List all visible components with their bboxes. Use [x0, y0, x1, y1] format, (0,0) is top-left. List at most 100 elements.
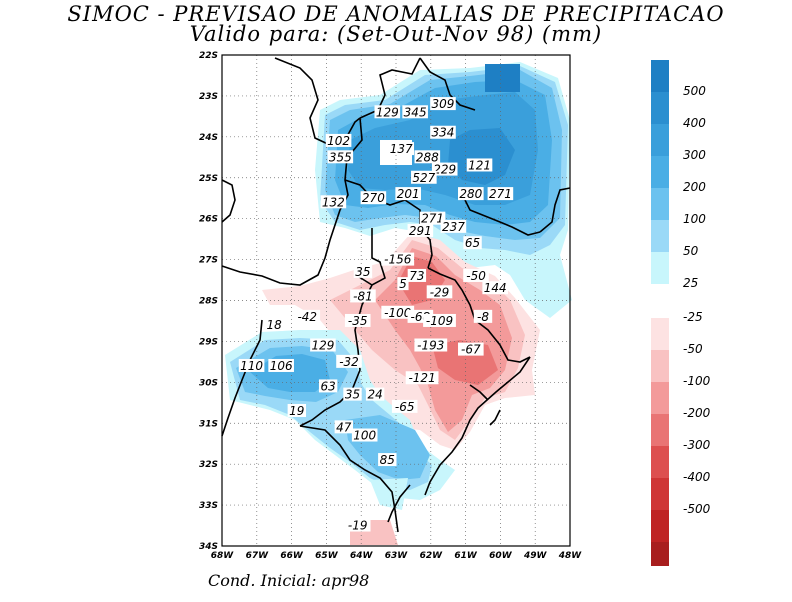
- contour-label-text: -81: [353, 289, 373, 303]
- axis-ticks: 68W 67W 66W 65W 64W 63W 62W 61W 60W 49W 48W 22S 23S 2…: [199, 51, 582, 561]
- contour-label-bg: [407, 223, 434, 237]
- legend-label: 50: [683, 244, 699, 258]
- contour-label-bg: [238, 358, 265, 372]
- contour-label-bg: [374, 105, 401, 119]
- lat-tick-label: 34S: [199, 542, 218, 552]
- contour-label-bg: [327, 150, 354, 164]
- contour-label-text: 201: [397, 187, 420, 201]
- contour-label-text: 5: [399, 277, 407, 291]
- contour-label-bg: [430, 125, 456, 139]
- contour-label-bg: [411, 170, 437, 184]
- contour-label: -156: [381, 252, 415, 267]
- contour-label-text: 144: [484, 281, 507, 295]
- contour-label-text: -32: [339, 355, 359, 369]
- border-line: [419, 57, 476, 111]
- contour-label-bg: [414, 150, 441, 164]
- contour-label-text: -100: [384, 306, 412, 320]
- contour-label-text: 527: [412, 171, 435, 185]
- contour-label-bg: [378, 453, 397, 467]
- legend-swatch: [651, 156, 669, 188]
- contour-label-text: -121: [408, 371, 435, 385]
- contour-label-text: 132: [322, 195, 345, 209]
- contour-label-text: 121: [468, 158, 491, 172]
- lat-tick-label: 31S: [199, 419, 218, 429]
- map-subtitle: Valido para: (Set-Out-Nov 98) (mm): [189, 22, 603, 46]
- legend-label: -500: [683, 502, 711, 516]
- contour-label-bg: [414, 338, 448, 352]
- contour-label: 309: [430, 97, 456, 111]
- contour-label: 355: [327, 150, 354, 164]
- contour-label-text: 73: [409, 269, 424, 283]
- contour-label: 291: [407, 223, 434, 238]
- initial-condition: Cond. Inicial: apr98: [208, 571, 370, 590]
- contour-label-bg: [487, 187, 514, 201]
- legend-swatch: [651, 220, 669, 252]
- lon-tick-label: 63W: [385, 551, 409, 561]
- contour-label: 24: [365, 387, 385, 402]
- contour-label-text: 291: [409, 224, 432, 238]
- contour-label: 201: [395, 187, 421, 201]
- contour-label-text: -19: [348, 519, 368, 533]
- contour-label-text: -193: [417, 339, 444, 353]
- contour-label: 110: [238, 358, 265, 373]
- border-line: [539, 187, 571, 233]
- lat-tick-label: 32S: [199, 460, 218, 470]
- contour-label-bg: [473, 309, 493, 323]
- legend-label: 500: [683, 84, 706, 98]
- contour-label-text: 355: [329, 150, 352, 164]
- legend-label: -300: [683, 438, 711, 452]
- lat-tick-label: 28S: [199, 297, 218, 307]
- contour-label-bg: [463, 268, 489, 282]
- contour-label: -81: [350, 289, 376, 303]
- contour-label-bg: [350, 289, 376, 303]
- lon-tick-label: 65W: [315, 551, 339, 561]
- contour-label-text: 271: [421, 212, 444, 226]
- contour-label-text: 129: [376, 105, 399, 119]
- contour-label-bg: [430, 97, 456, 111]
- contour-label-bg: [365, 387, 385, 401]
- contour-label-text: 102: [327, 134, 350, 148]
- contour-label-bg: [320, 195, 347, 209]
- border-line: [464, 199, 541, 236]
- contour-label: 137: [388, 142, 415, 156]
- contour-label: 73: [407, 268, 427, 283]
- legend-negative: [651, 318, 669, 574]
- border-line: [221, 117, 363, 286]
- contour-label-bg: [458, 342, 484, 356]
- contour-label: -29: [426, 285, 453, 299]
- contour-label-bg: [336, 354, 362, 368]
- lat-tick-label: 24S: [199, 133, 218, 143]
- legend-swatch: [651, 188, 669, 220]
- contour-label: 5: [397, 277, 409, 291]
- legend-label: -200: [683, 406, 711, 420]
- contour-label: 345: [402, 105, 428, 119]
- contour-label-bg: [381, 252, 415, 266]
- contour-label-text: 100: [353, 429, 376, 443]
- legend-swatch: [651, 92, 669, 124]
- contour-label: -121: [405, 371, 439, 385]
- contour-label-text: 129: [311, 339, 334, 353]
- border-line: [221, 319, 263, 437]
- contour-label: 288: [414, 150, 441, 164]
- contour-label-bg: [351, 428, 378, 442]
- contour-label-text: -156: [384, 253, 412, 267]
- lon-tick-label: 66W: [280, 551, 304, 561]
- contour-label-bg: [268, 358, 294, 372]
- contour-label-text: 106: [270, 359, 293, 373]
- contour-label: 102: [325, 133, 352, 148]
- contour-label-bg: [310, 338, 336, 352]
- lon-tick-label: 67W: [246, 551, 270, 561]
- contour-label: -50: [463, 268, 489, 283]
- legend-label: 100: [683, 212, 706, 226]
- contour-label-bg: [334, 420, 353, 434]
- legend-swatch: [651, 478, 669, 510]
- contour-label-text: 47: [336, 420, 352, 434]
- legend-label: -100: [683, 374, 711, 388]
- contour-label: -35: [344, 313, 371, 328]
- legend-positive: [651, 60, 669, 284]
- contour-label: 35: [353, 264, 373, 279]
- lon-tick-label: 62W: [420, 551, 444, 561]
- lat-tick-label: 30S: [199, 378, 218, 388]
- contour-label: 19: [287, 403, 307, 418]
- contour-label-text: 237: [442, 220, 465, 234]
